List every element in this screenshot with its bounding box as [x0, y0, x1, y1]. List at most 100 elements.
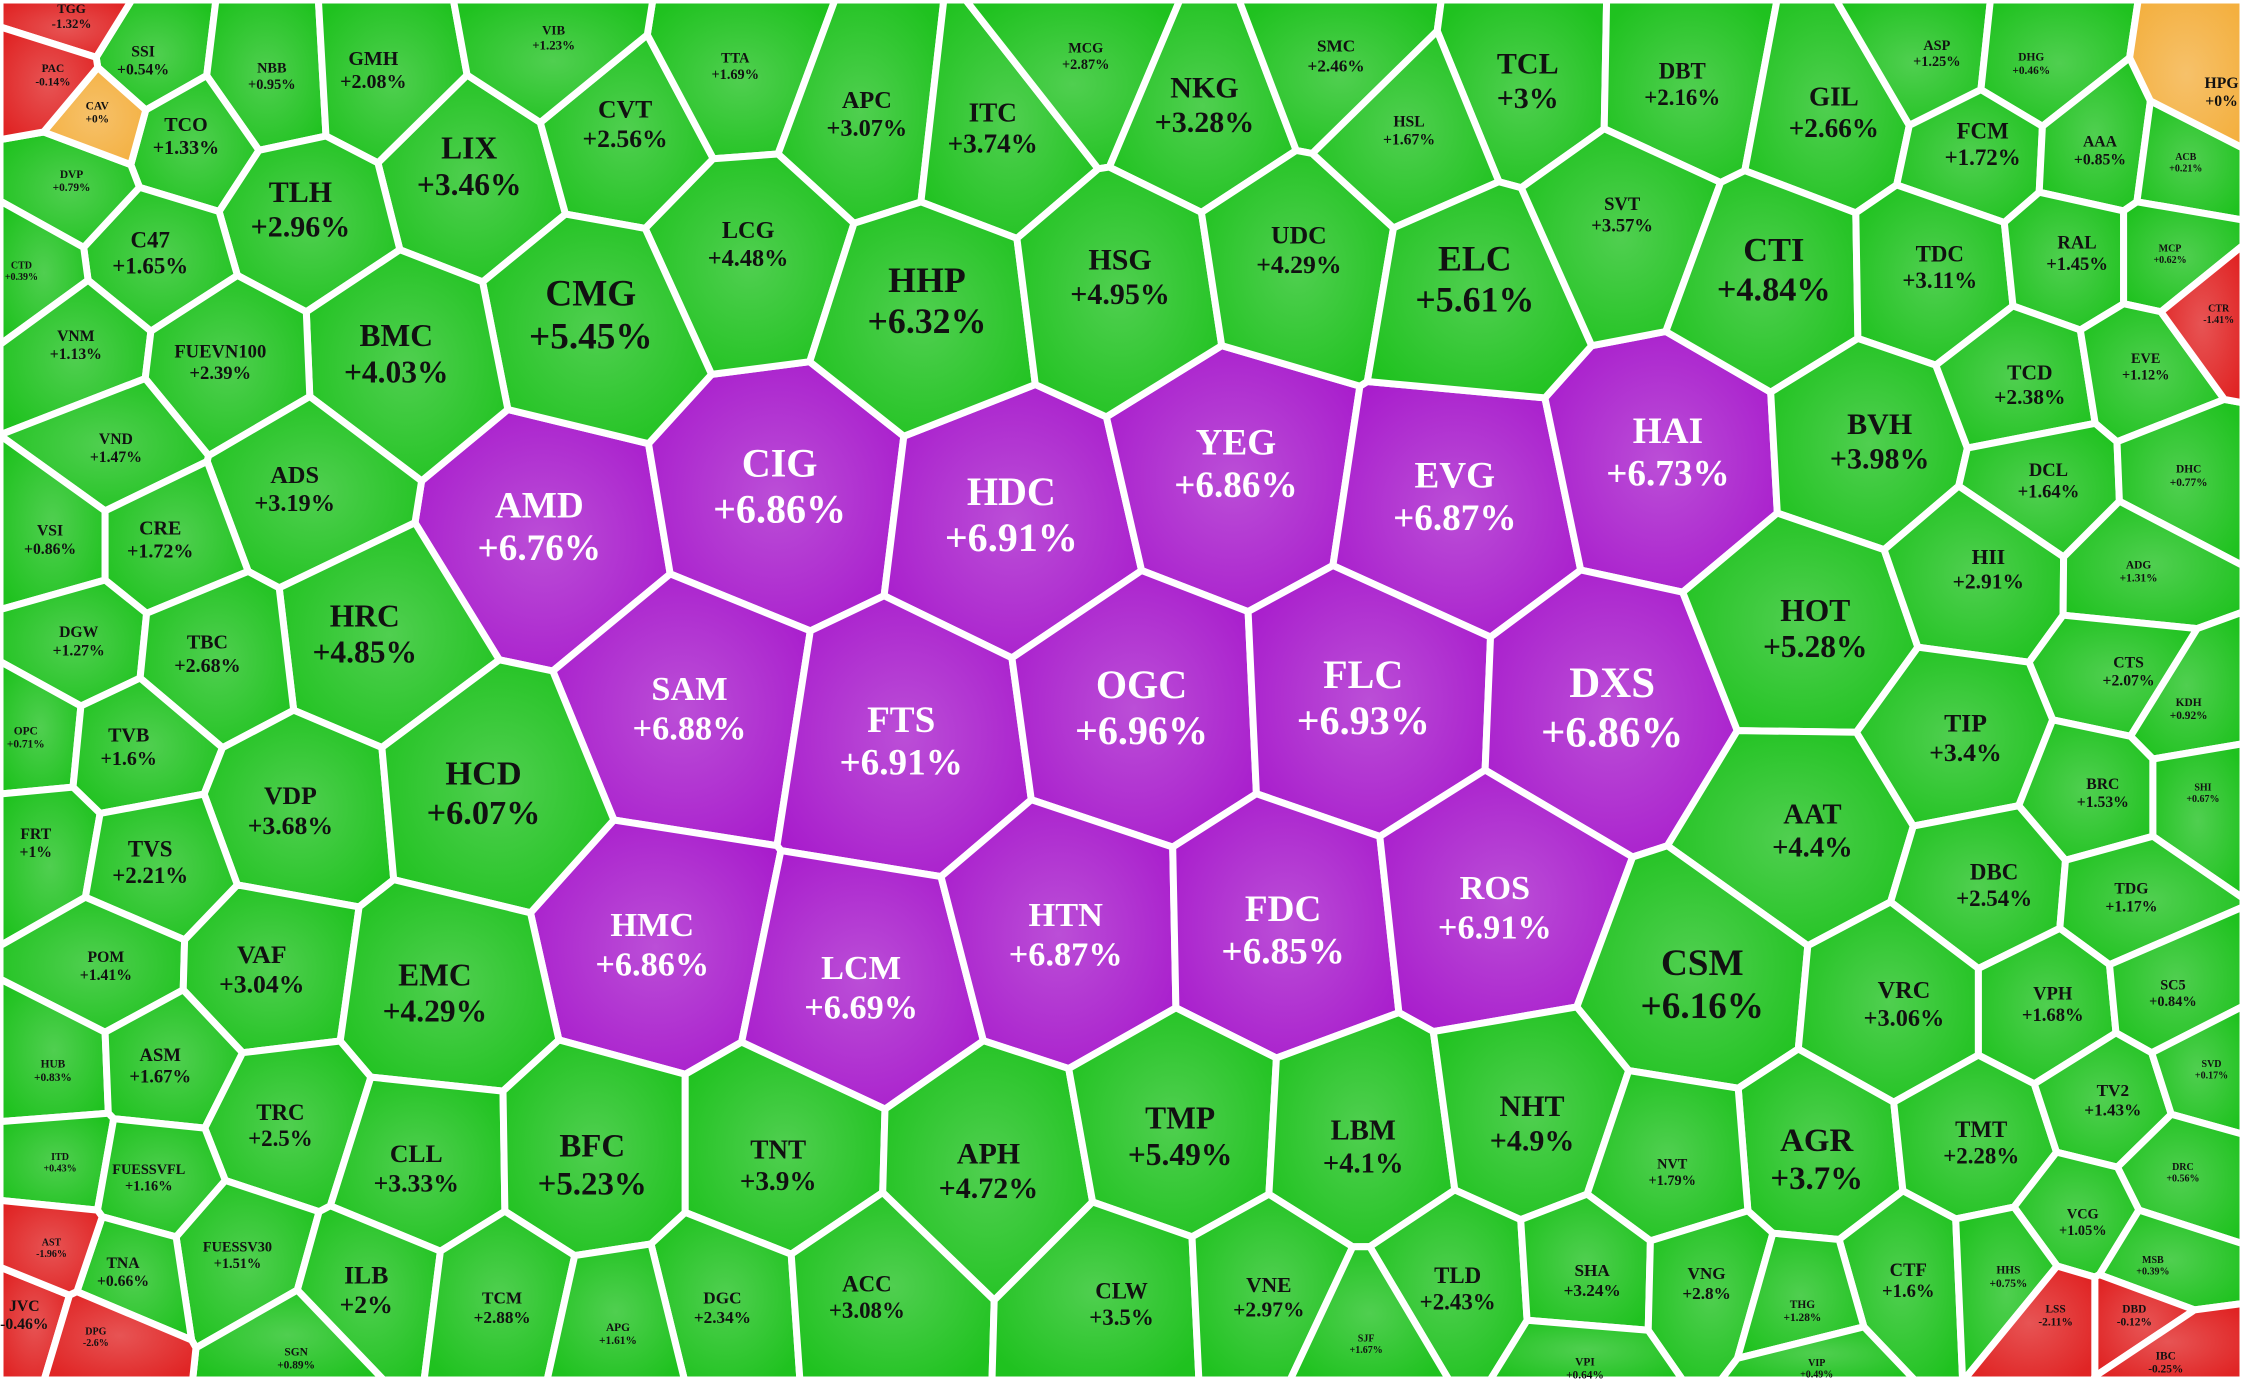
- ticker: HOT: [1780, 593, 1850, 628]
- change-label: +3.11%: [1902, 268, 1977, 293]
- change-label: +6.87%: [1009, 935, 1123, 973]
- ticker: TCM: [482, 1288, 522, 1307]
- ticker: HAI: [1633, 411, 1703, 452]
- change-label: +4.48%: [708, 245, 789, 272]
- ticker: OPC: [14, 725, 38, 737]
- change-label: +2.21%: [112, 863, 188, 888]
- change-label: +3.06%: [1864, 1005, 1945, 1032]
- change-label: +1%: [20, 844, 52, 861]
- ticker: VNE: [1246, 1273, 1291, 1297]
- ticker: DBT: [1659, 58, 1706, 83]
- ticker: VAF: [237, 940, 286, 969]
- ticker: ADG: [2126, 560, 2151, 572]
- ticker: CTR: [2208, 303, 2230, 314]
- ticker: ASP: [1923, 38, 1950, 54]
- cell: [1717, 1323, 1919, 1380]
- change-label: +6.93%: [1297, 698, 1430, 743]
- ticker: DXS: [1569, 660, 1655, 707]
- ticker: ELC: [1438, 238, 1512, 278]
- change-label: +4.95%: [1070, 278, 1170, 311]
- ticker: DRC: [2172, 1162, 2194, 1173]
- change-label: +2.46%: [1308, 56, 1365, 75]
- change-label: +3%: [1497, 82, 1559, 115]
- change-label: +0.56%: [2166, 1173, 2199, 1184]
- ticker: FRT: [20, 826, 51, 843]
- ticker: TVB: [108, 725, 149, 747]
- ticker: SGN: [284, 1346, 308, 1358]
- change-label: +1.43%: [2084, 1101, 2141, 1120]
- change-label: +2.5%: [248, 1126, 313, 1151]
- ticker: CVT: [598, 95, 652, 124]
- ticker: GMH: [348, 48, 398, 70]
- cell: [1013, 163, 1226, 421]
- change-label: +0.39%: [5, 272, 38, 283]
- change-label: +1.67%: [1350, 1345, 1383, 1356]
- ticker: HMC: [610, 906, 694, 944]
- change-label: +5.61%: [1415, 279, 1534, 319]
- ticker: BMC: [359, 318, 433, 353]
- ticker: SMC: [1317, 37, 1355, 56]
- change-label: -0.12%: [2117, 1317, 2152, 1329]
- change-label: +0.64%: [1566, 1369, 1604, 1380]
- change-label: +5.45%: [529, 316, 652, 357]
- ticker: AST: [42, 1238, 62, 1249]
- ticker: TLD: [1434, 1263, 1481, 1288]
- ticker: DPG: [85, 1326, 106, 1337]
- ticker: CTS: [2113, 654, 2144, 671]
- change-label: +4.4%: [1772, 832, 1853, 863]
- change-label: +0.89%: [277, 1359, 315, 1371]
- ticker: TCD: [2007, 360, 2052, 384]
- ticker: CTF: [1890, 1260, 1927, 1281]
- change-label: +4.29%: [1256, 250, 1341, 279]
- ticker: EVG: [1415, 455, 1496, 496]
- ticker: HSL: [1393, 114, 1424, 131]
- change-label: +1.79%: [1649, 1173, 1696, 1189]
- cell: [1286, 1243, 1453, 1380]
- change-label: +3.19%: [254, 490, 335, 517]
- ticker: TDC: [1916, 242, 1964, 267]
- ticker: NKG: [1170, 72, 1238, 105]
- change-label: +1.41%: [80, 967, 132, 984]
- ticker: VRC: [1878, 977, 1931, 1004]
- ticker: TLH: [269, 176, 332, 209]
- ticker: NBB: [257, 61, 287, 77]
- ticker: SC5: [2160, 978, 2185, 994]
- ticker: GIL: [1809, 82, 1859, 112]
- ticker: SHA: [1574, 1261, 1610, 1280]
- ticker: HPG: [2205, 75, 2239, 92]
- change-label: +6.85%: [1221, 932, 1344, 973]
- change-label: +1.33%: [153, 137, 219, 159]
- ticker: SHI: [2194, 783, 2211, 794]
- ticker: TNT: [750, 1135, 806, 1165]
- ticker: TCO: [164, 114, 207, 136]
- ticker: SVD: [2202, 1059, 2222, 1070]
- change-label: -0.14%: [35, 76, 70, 88]
- change-label: +5.23%: [538, 1167, 647, 1203]
- change-label: +2.38%: [1994, 385, 2065, 409]
- ticker: AGR: [1780, 1123, 1854, 1159]
- change-label: +2.68%: [174, 655, 240, 677]
- change-label: +0.75%: [1989, 1278, 2027, 1290]
- change-label: +1.16%: [125, 1179, 172, 1195]
- change-label: +4.72%: [939, 1172, 1039, 1205]
- change-label: +4.1%: [1323, 1148, 1404, 1179]
- change-label: +4.9%: [1490, 1125, 1575, 1158]
- ticker: MCG: [1068, 41, 1103, 57]
- ticker: CLW: [1095, 1279, 1148, 1304]
- change-label: +3.9%: [740, 1166, 817, 1196]
- ticker: CAV: [86, 100, 110, 112]
- ticker: ACB: [2175, 152, 2196, 163]
- ticker: CMG: [545, 274, 636, 315]
- ticker: APC: [842, 87, 892, 114]
- change-label: +6.96%: [1075, 708, 1208, 753]
- change-label: +1.6%: [1882, 1281, 1934, 1302]
- change-label: +0.49%: [1800, 1369, 1833, 1380]
- ticker: VSI: [37, 523, 63, 540]
- change-label: -2.6%: [83, 1338, 109, 1349]
- ticker: BFC: [559, 1129, 625, 1165]
- ticker: NVT: [1657, 1156, 1688, 1172]
- change-label: +0.66%: [97, 1273, 149, 1290]
- change-label: +0%: [85, 113, 109, 125]
- change-label: +6.86%: [1541, 710, 1683, 757]
